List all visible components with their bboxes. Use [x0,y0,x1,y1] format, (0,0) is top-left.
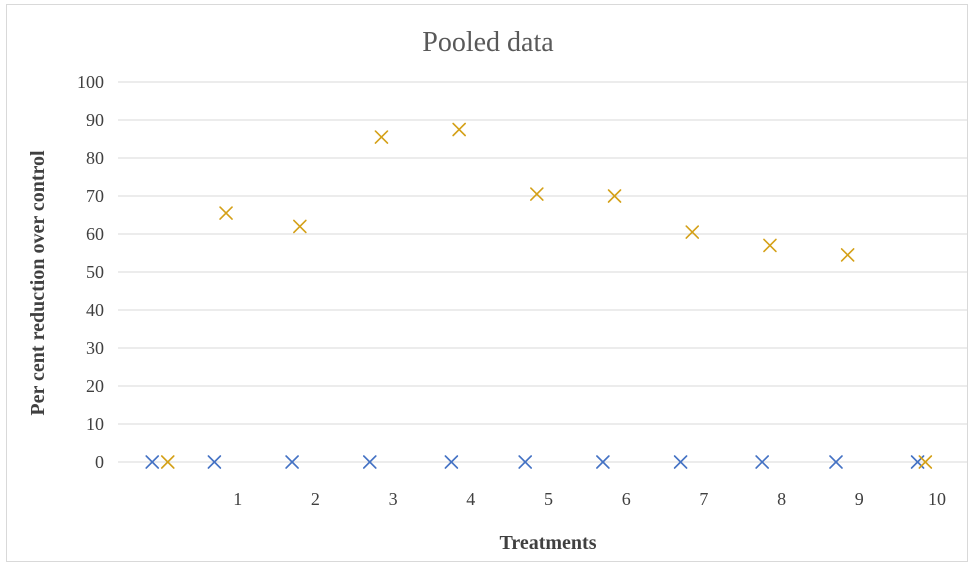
data-point [596,455,610,469]
data-point [530,187,544,201]
x-tick-label: 2 [311,489,320,509]
data-point [293,219,307,234]
x-tick-label: 3 [389,489,398,509]
x-tick-labels: 1 2 3 4 5 6 7 8 9 10 [233,489,946,509]
y-tick-label: 80 [86,148,104,168]
data-point [219,206,233,220]
y-tick-label: 60 [86,224,104,244]
y-tick-label: 30 [86,338,104,358]
y-tick-label: 100 [77,72,104,92]
x-tick-label: 4 [466,489,475,509]
x-tick-label: 6 [622,489,631,509]
data-point [685,225,700,239]
x-tick-label: 8 [777,489,786,509]
x-tick-label: 5 [544,489,553,509]
chart-frame [6,4,968,562]
x-axis-label: Treatments [499,532,596,554]
y-tick-label: 70 [86,186,104,206]
data-point [673,455,688,469]
x-tick-label: 9 [855,489,864,509]
data-point [207,455,222,469]
data-point [444,455,459,469]
y-tick-label: 0 [95,452,104,472]
chart-title: Pooled data [422,27,554,58]
data-point [145,455,160,469]
data-point [374,130,389,144]
data-point [362,455,377,469]
x-tick-label: 1 [233,489,242,509]
data-point [160,455,175,469]
x-tick-label: 10 [928,489,946,509]
data-point [840,248,855,262]
data-point [829,455,843,469]
y-tick-label: 90 [86,110,104,130]
data-point [763,238,777,253]
data-points [145,122,933,469]
y-tick-label: 50 [86,262,104,282]
data-point [285,455,299,469]
data-point [452,122,466,137]
gridlines [118,81,968,463]
y-tick-label: 20 [86,376,104,396]
data-point [918,455,933,469]
x-tick-label: 7 [699,489,708,509]
data-point [607,189,622,203]
data-point [755,455,769,469]
y-tick-label: 40 [86,300,104,320]
y-tick-label: 10 [86,414,104,434]
data-point [518,455,532,469]
y-axis-label: Per cent reduction over control [27,150,49,416]
y-tick-labels: 0 10 20 30 40 50 60 70 80 90 100 [77,72,104,472]
